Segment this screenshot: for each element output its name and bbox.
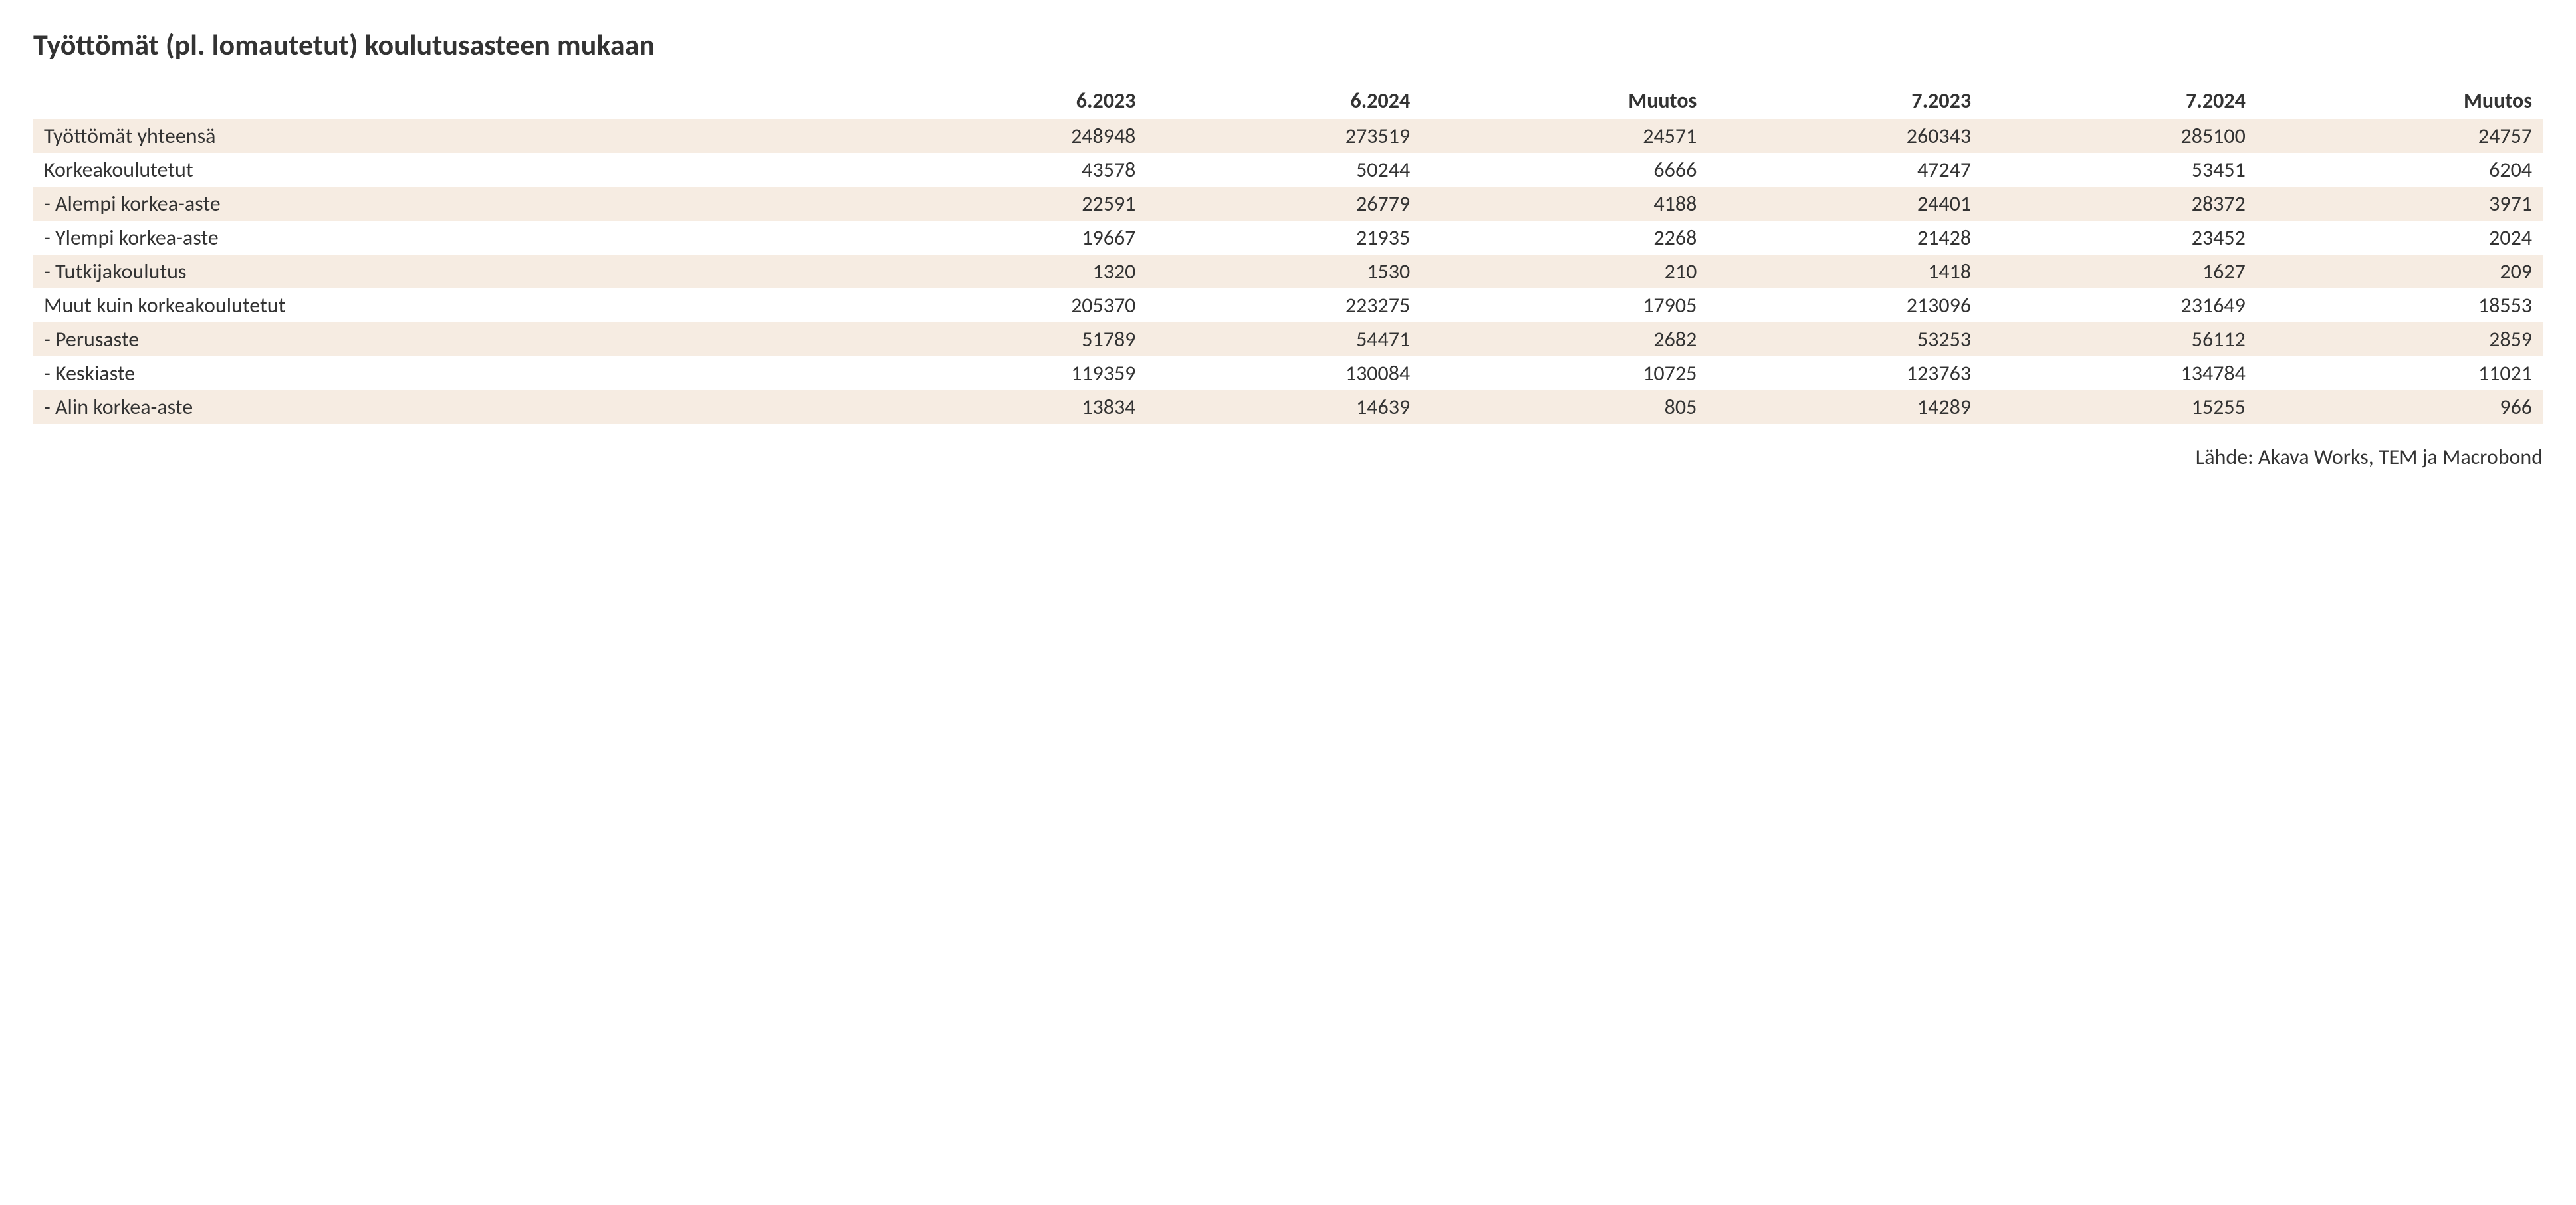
source-text: Lähde: Akava Works, TEM ja Macrobond [33,444,2543,470]
table-row: Työttömät yhteensä2489482735192457126034… [33,119,2543,153]
row-value: 13834 [872,390,1147,424]
row-value: 14639 [1146,390,1421,424]
table-header-cell: 6.2024 [1146,82,1421,119]
row-value: 273519 [1146,119,1421,153]
table-row: - Alempi korkea-aste22591267794188244012… [33,187,2543,221]
row-value: 21935 [1146,221,1421,255]
row-value: 4188 [1421,187,1707,221]
row-value: 24571 [1421,119,1707,153]
row-value: 1627 [1982,255,2256,288]
row-value: 1320 [872,255,1147,288]
row-value: 22591 [872,187,1147,221]
row-value: 805 [1421,390,1707,424]
row-value: 15255 [1982,390,2256,424]
row-label: Korkeakoulutetut [33,153,872,187]
row-label: - Alin korkea-aste [33,390,872,424]
row-value: 209 [2256,255,2543,288]
row-value: 2859 [2256,322,2543,356]
table-row: - Perusaste5178954471268253253561122859 [33,322,2543,356]
row-value: 47247 [1707,153,1982,187]
table-header-cell: 7.2024 [1982,82,2256,119]
row-value: 2682 [1421,322,1707,356]
table-row: Muut kuin korkeakoulutetut20537022327517… [33,288,2543,322]
table-row: Korkeakoulutetut435785024466664724753451… [33,153,2543,187]
table-row: - Tutkijakoulutus1320153021014181627209 [33,255,2543,288]
row-label: Muut kuin korkeakoulutetut [33,288,872,322]
table-row: - Ylempi korkea-aste19667219352268214282… [33,221,2543,255]
row-value: 119359 [872,356,1147,390]
row-value: 28372 [1982,187,2256,221]
page-title: Työttömät (pl. lomautetut) koulutusastee… [33,27,2543,62]
row-label: - Ylempi korkea-aste [33,221,872,255]
row-label: - Perusaste [33,322,872,356]
table-row: - Alin korkea-aste1383414639805142891525… [33,390,2543,424]
row-value: 6204 [2256,153,2543,187]
row-value: 24401 [1707,187,1982,221]
row-value: 1418 [1707,255,1982,288]
row-value: 53253 [1707,322,1982,356]
row-value: 54471 [1146,322,1421,356]
row-label: - Keskiaste [33,356,872,390]
row-value: 18553 [2256,288,2543,322]
table-row: - Keskiaste11935913008410725123763134784… [33,356,2543,390]
row-value: 24757 [2256,119,2543,153]
table-header-row: 6.2023 6.2024 Muutos 7.2023 7.2024 Muuto… [33,82,2543,119]
row-value: 56112 [1982,322,2256,356]
row-label: Työttömät yhteensä [33,119,872,153]
row-value: 130084 [1146,356,1421,390]
row-value: 50244 [1146,153,1421,187]
row-value: 1530 [1146,255,1421,288]
row-value: 248948 [872,119,1147,153]
row-value: 205370 [872,288,1147,322]
row-value: 285100 [1982,119,2256,153]
row-value: 2024 [2256,221,2543,255]
row-value: 43578 [872,153,1147,187]
row-value: 231649 [1982,288,2256,322]
row-value: 6666 [1421,153,1707,187]
row-value: 134784 [1982,356,2256,390]
row-value: 966 [2256,390,2543,424]
table-header-cell: Muutos [1421,82,1707,119]
row-value: 11021 [2256,356,2543,390]
row-value: 17905 [1421,288,1707,322]
row-value: 2268 [1421,221,1707,255]
table-header-cell: 6.2023 [872,82,1147,119]
row-value: 213096 [1707,288,1982,322]
row-value: 260343 [1707,119,1982,153]
table-header-cell: 7.2023 [1707,82,1982,119]
row-value: 19667 [872,221,1147,255]
row-label: - Tutkijakoulutus [33,255,872,288]
row-value: 21428 [1707,221,1982,255]
row-value: 10725 [1421,356,1707,390]
row-value: 210 [1421,255,1707,288]
row-value: 26779 [1146,187,1421,221]
table-header-cell: Muutos [2256,82,2543,119]
row-value: 53451 [1982,153,2256,187]
row-value: 14289 [1707,390,1982,424]
row-value: 51789 [872,322,1147,356]
table-header-cell [33,82,872,119]
row-value: 123763 [1707,356,1982,390]
row-value: 23452 [1982,221,2256,255]
data-table: 6.2023 6.2024 Muutos 7.2023 7.2024 Muuto… [33,82,2543,424]
row-label: - Alempi korkea-aste [33,187,872,221]
row-value: 3971 [2256,187,2543,221]
row-value: 223275 [1146,288,1421,322]
